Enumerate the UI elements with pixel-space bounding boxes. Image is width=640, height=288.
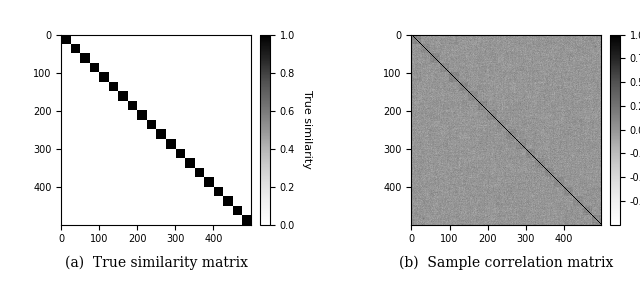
Y-axis label: True similarity: True similarity	[301, 90, 312, 169]
X-axis label: (b)  Sample correlation matrix: (b) Sample correlation matrix	[399, 255, 614, 270]
X-axis label: (a)  True similarity matrix: (a) True similarity matrix	[65, 255, 248, 270]
